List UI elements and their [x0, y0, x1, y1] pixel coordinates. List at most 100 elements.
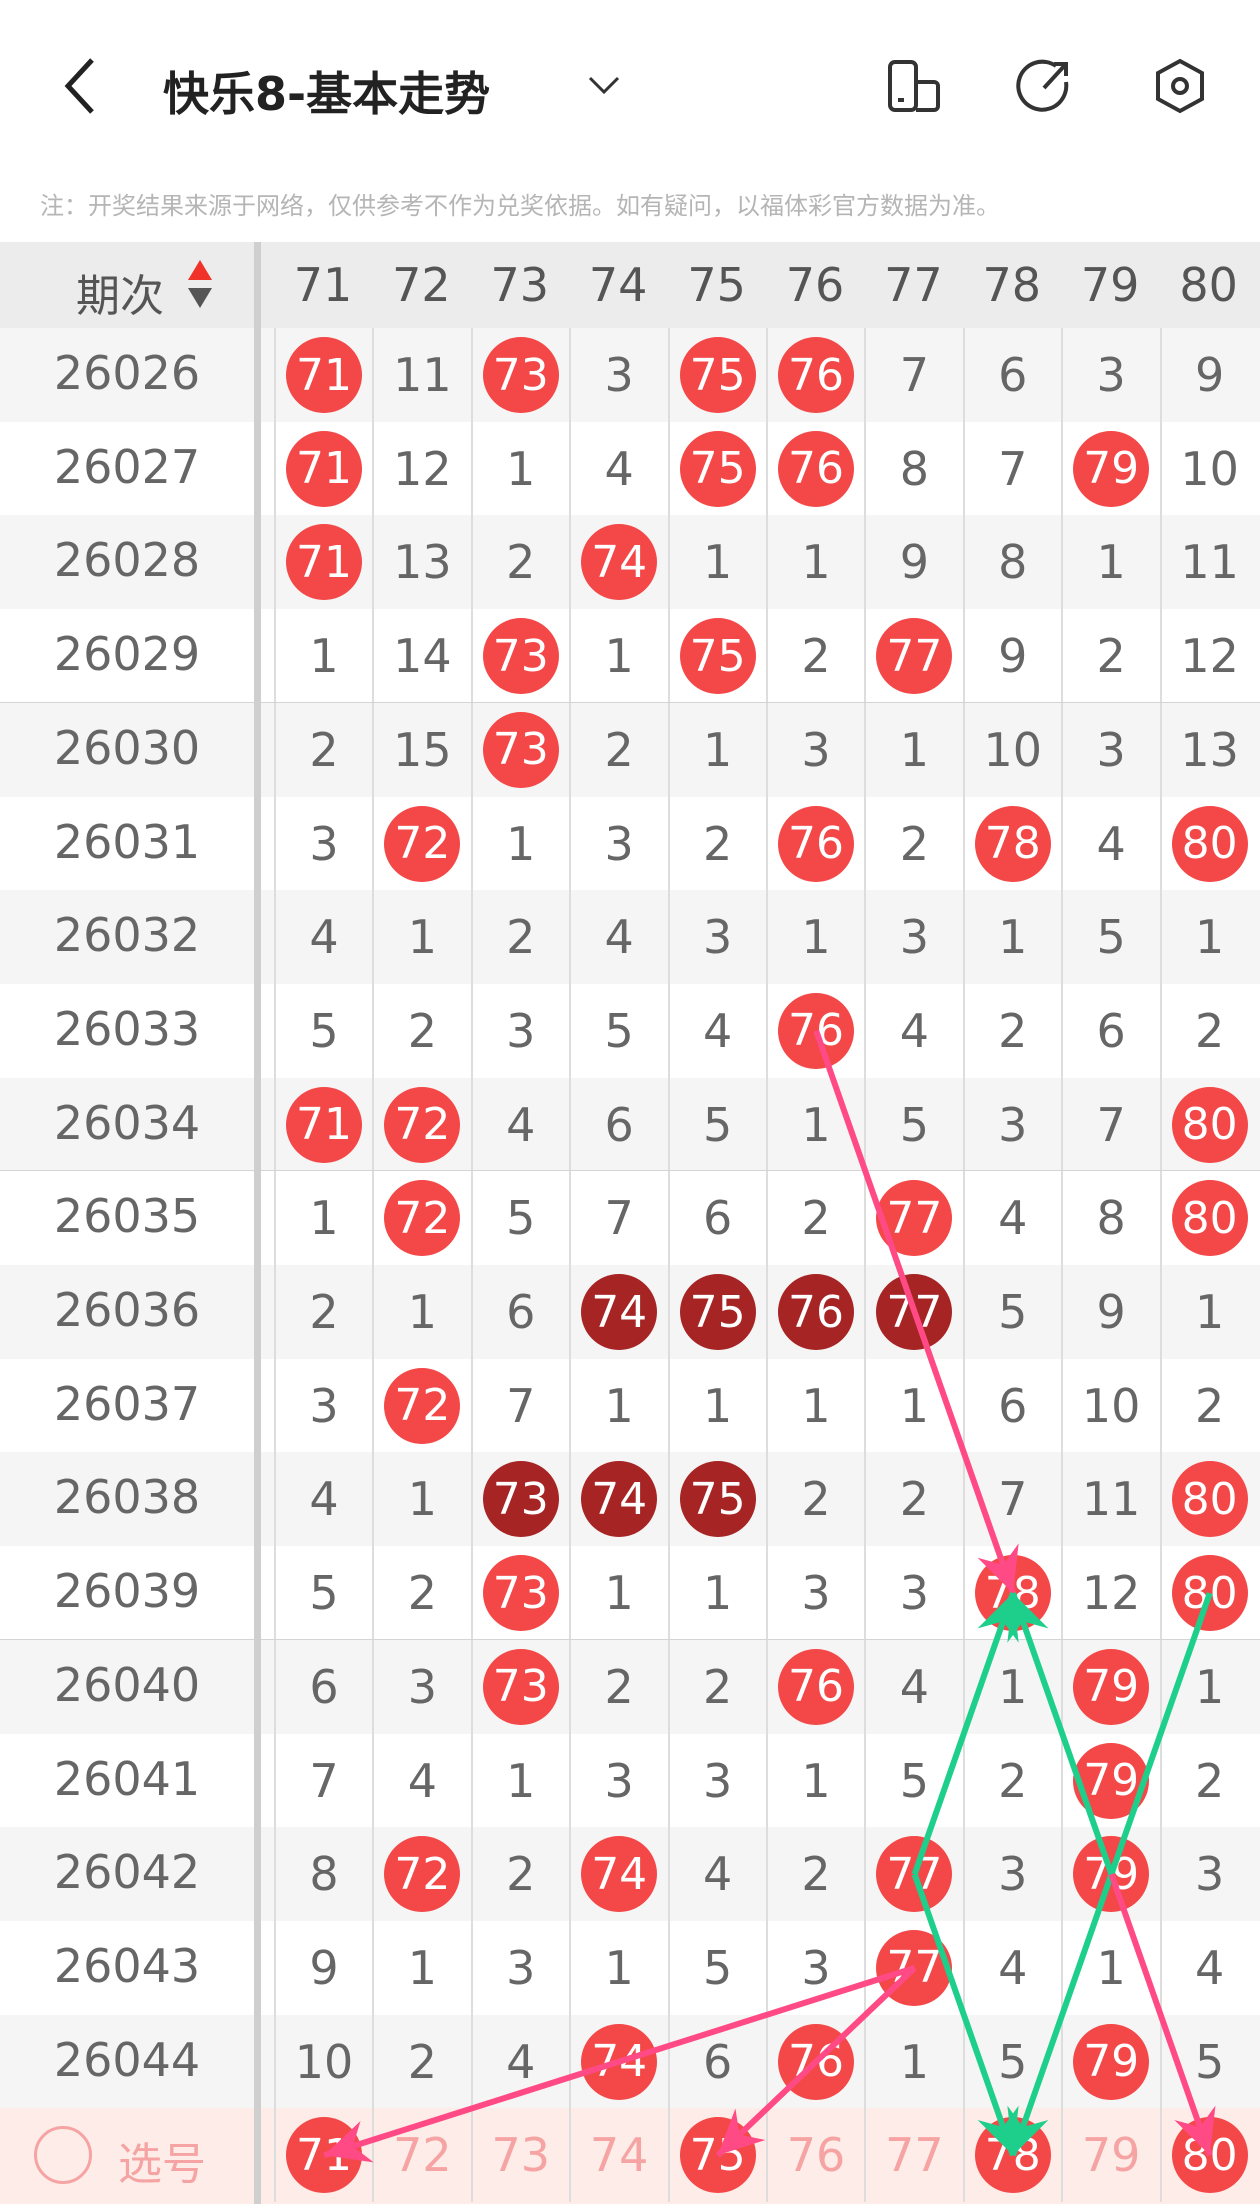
period-label: 26029 — [53, 627, 201, 682]
cell: 1 — [864, 702, 962, 797]
cell: 78 — [962, 1546, 1061, 1641]
column-header-76: 76 — [785, 258, 845, 312]
miss-count: 2 — [899, 816, 930, 871]
cell: 5 — [569, 983, 667, 1078]
miss-count: 4 — [998, 1191, 1028, 1246]
cell: 80 — [1159, 1171, 1258, 1266]
sort-icon[interactable] — [186, 258, 214, 310]
share-icon[interactable] — [1016, 58, 1072, 114]
miss-count: 7 — [998, 1472, 1028, 1527]
miss-count: 1 — [801, 1753, 831, 1808]
miss-count: 6 — [604, 1097, 634, 1152]
select-radio[interactable] — [34, 2126, 92, 2185]
miss-count: 2 — [407, 2034, 438, 2089]
miss-count: 1 — [309, 1191, 339, 1246]
cell: 3 — [274, 796, 372, 891]
miss-count: 6 — [506, 1285, 536, 1339]
unselected-number[interactable]: 79 — [1081, 2128, 1141, 2183]
cell: 13 — [1159, 702, 1258, 797]
select-number-77[interactable]: 77 — [864, 2108, 962, 2203]
cell: 1 — [962, 890, 1061, 985]
table-row: 26033 5 2 3 5 4 76 4 2 6 2 — [0, 983, 1260, 1078]
select-label[interactable]: 选号 — [118, 2139, 206, 2191]
miss-count: 2 — [998, 1003, 1028, 1058]
cell: 9 — [274, 1920, 372, 2015]
cell: 76 — [766, 1639, 864, 1734]
miss-count: 2 — [801, 1847, 831, 1902]
top-bar: 快乐8-基本走势 — [0, 0, 1260, 170]
miss-count: 5 — [309, 1003, 339, 1058]
period-header[interactable]: 期次 — [76, 271, 164, 322]
repeat-hit-ball: 75 — [679, 1274, 756, 1350]
table-row: 26029 1 14 73 1 75 2 77 9 2 12 — [0, 609, 1260, 704]
select-number-75[interactable]: 75 — [667, 2108, 766, 2203]
select-number-78[interactable]: 78 — [962, 2108, 1061, 2203]
hit-ball: 72 — [384, 1836, 461, 1913]
cell: 2 — [864, 1452, 962, 1547]
miss-count: 1 — [702, 535, 733, 590]
disclaimer-note: 注：开奖结果来源于网络，仅供参考不作为兑奖依据。如有疑问，以福体彩官方数据为准。 — [40, 192, 1000, 220]
select-number-80[interactable]: 80 — [1159, 2108, 1258, 2203]
cell: 71 — [274, 1077, 372, 1172]
select-number-73[interactable]: 73 — [470, 2108, 569, 2203]
hit-ball: 77 — [876, 618, 953, 695]
repeat-hit-ball: 74 — [581, 1274, 658, 1350]
select-number-76[interactable]: 76 — [766, 2108, 864, 2203]
selected-ball[interactable]: 80 — [1171, 2117, 1248, 2194]
page-title[interactable]: 快乐8-基本走势 — [163, 67, 491, 121]
unselected-number[interactable]: 73 — [491, 2128, 551, 2183]
miss-count: 4 — [899, 1003, 930, 1058]
cell: 4 — [1159, 1920, 1258, 2015]
selected-ball[interactable]: 78 — [974, 2117, 1051, 2194]
miss-count: 2 — [702, 816, 733, 871]
miss-count: 5 — [309, 1566, 339, 1621]
select-number-72[interactable]: 72 — [372, 2108, 470, 2203]
select-number-79[interactable]: 79 — [1061, 2108, 1159, 2203]
cell: 71 — [274, 515, 372, 610]
table-row: 26038 4 1 73 74 75 2 2 7 11 80 — [0, 1452, 1260, 1547]
select-number-71[interactable]: 71 — [274, 2108, 372, 2203]
cell: 1 — [372, 890, 470, 985]
cell: 3 — [962, 1827, 1061, 1922]
cell: 80 — [1159, 1077, 1258, 1172]
hit-ball: 76 — [778, 992, 854, 1069]
cell: 75 — [667, 1452, 766, 1547]
selected-ball[interactable]: 75 — [679, 2117, 756, 2194]
back-icon[interactable] — [60, 56, 100, 116]
settings-icon[interactable] — [1152, 58, 1208, 114]
cell: 9 — [1159, 328, 1258, 422]
selected-ball[interactable]: 71 — [286, 2117, 362, 2194]
hit-ball: 80 — [1171, 1461, 1248, 1538]
unselected-number[interactable]: 77 — [885, 2128, 944, 2183]
hit-ball: 74 — [581, 1836, 658, 1913]
unselected-number[interactable]: 72 — [393, 2128, 452, 2183]
period-label: 26040 — [53, 1657, 201, 1712]
unselected-number[interactable]: 74 — [589, 2128, 649, 2183]
miss-count: 4 — [407, 1753, 438, 1808]
miss-count: 1 — [1194, 910, 1225, 965]
device-layout-icon[interactable] — [886, 58, 942, 114]
cell: 5 — [1159, 2014, 1258, 2109]
hit-ball: 79 — [1073, 430, 1150, 507]
miss-count: 2 — [506, 535, 536, 590]
unselected-number[interactable]: 76 — [786, 2128, 846, 2183]
cell: 2 — [1159, 1733, 1258, 1828]
cell: 77 — [864, 1920, 962, 2015]
cell: 79 — [1061, 421, 1159, 516]
cell: 4 — [470, 2014, 569, 2109]
cell: 3 — [569, 328, 667, 422]
table-row: 26036 2 1 6 74 75 76 77 5 9 1 — [0, 1265, 1260, 1359]
period-label: 26032 — [53, 908, 201, 963]
miss-count: 3 — [998, 1097, 1028, 1152]
hit-ball: 80 — [1171, 1086, 1248, 1163]
miss-count: 3 — [899, 1566, 930, 1621]
cell: 7 — [470, 1358, 569, 1453]
cell: 76 — [766, 796, 864, 891]
miss-count: 1 — [506, 441, 536, 496]
chevron-down-icon[interactable] — [586, 70, 622, 100]
cell: 79 — [1061, 2014, 1159, 2109]
column-header-80: 80 — [1179, 258, 1238, 312]
cell: 1 — [667, 1358, 766, 1453]
select-number-74[interactable]: 74 — [569, 2108, 667, 2203]
period-label: 26036 — [53, 1283, 201, 1337]
